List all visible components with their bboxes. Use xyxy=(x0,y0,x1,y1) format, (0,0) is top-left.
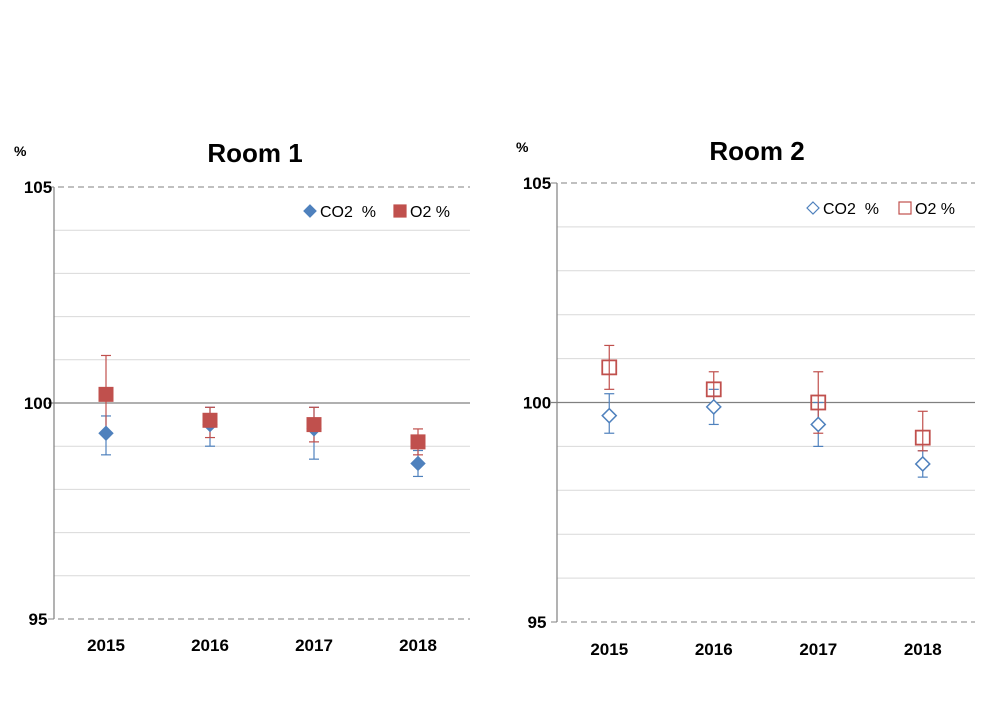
data-point-o2 xyxy=(202,412,218,428)
room-1-error-bars xyxy=(101,354,423,478)
room-2-chart: % Room 2 95 100 105 2015 2016 2017 2018 CO2 %… xyxy=(516,136,975,659)
y-tick-label: 95 xyxy=(29,610,48,629)
legend-marker-o2 xyxy=(393,204,407,218)
legend-marker-co2 xyxy=(806,201,820,215)
legend-label: O2 % xyxy=(410,204,450,221)
data-point-o2 xyxy=(306,417,322,433)
y-tick-label: 95 xyxy=(528,613,547,632)
room-2-markers xyxy=(601,359,931,473)
legend-label: CO2 % xyxy=(320,204,376,221)
room-2-x-ticks: 2015 2016 2017 2018 xyxy=(590,640,941,659)
room-1-y-ticks: 95 100 105 xyxy=(24,178,52,629)
data-point-co2 xyxy=(98,425,114,441)
x-tick-label: 2016 xyxy=(695,640,733,659)
x-tick-label: 2015 xyxy=(87,636,125,655)
data-point-co2 xyxy=(601,407,618,424)
x-tick-label: 2017 xyxy=(799,640,837,659)
room-1-y-unit: % xyxy=(14,143,27,159)
room-1-title: Room 1 xyxy=(207,138,302,168)
room-1-gridlines xyxy=(48,186,470,620)
legend-label: O2 % xyxy=(915,201,955,218)
room-1-chart: % Room 1 95 100 105 2015 2016 2017 2018 CO2 %… xyxy=(14,138,470,655)
room-1-markers xyxy=(98,386,426,472)
y-tick-label: 105 xyxy=(523,174,551,193)
room-1-x-ticks: 2015 2016 2017 2018 xyxy=(87,636,437,655)
legend-marker-o2 xyxy=(898,201,912,215)
data-point-co2 xyxy=(410,455,426,472)
data-point-o2 xyxy=(705,381,722,398)
room-2-y-ticks: 95 100 105 xyxy=(523,174,551,632)
legend-marker-co2 xyxy=(303,204,317,218)
x-tick-label: 2017 xyxy=(295,636,333,655)
x-tick-label: 2016 xyxy=(191,636,229,655)
room-2-y-unit: % xyxy=(516,139,529,155)
data-point-o2 xyxy=(601,359,618,376)
data-point-o2 xyxy=(98,386,114,402)
y-tick-label: 105 xyxy=(24,178,52,197)
data-point-o2 xyxy=(914,429,931,446)
x-tick-label: 2018 xyxy=(904,640,942,659)
data-point-co2 xyxy=(914,455,931,473)
legend-label: CO2 % xyxy=(823,201,879,218)
data-point-co2 xyxy=(705,398,722,415)
room-2-title: Room 2 xyxy=(709,136,804,166)
room-1-legend: CO2 % O2 % xyxy=(303,204,450,221)
x-tick-label: 2018 xyxy=(399,636,437,655)
room-2-legend: CO2 % O2 % xyxy=(806,201,955,218)
x-tick-label: 2015 xyxy=(590,640,628,659)
y-tick-label: 100 xyxy=(523,394,551,413)
data-point-o2 xyxy=(410,434,426,450)
y-tick-label: 100 xyxy=(24,394,52,413)
room-2-error-bars xyxy=(604,344,928,478)
data-point-co2 xyxy=(810,416,827,433)
data-point-o2 xyxy=(810,394,827,411)
room-2-gridlines xyxy=(551,182,975,623)
